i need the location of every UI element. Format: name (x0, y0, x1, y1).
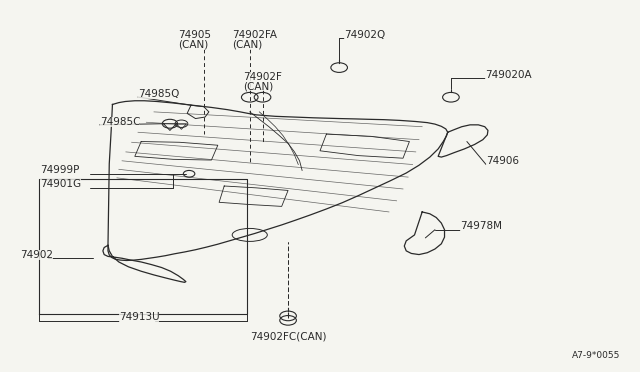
Text: 74901G: 74901G (40, 179, 81, 189)
Text: 74902: 74902 (20, 250, 53, 260)
Text: 74902FA: 74902FA (232, 30, 277, 39)
Text: 74999P: 74999P (40, 165, 79, 175)
Text: 749020A: 749020A (484, 70, 531, 80)
Text: 74902Q: 74902Q (344, 30, 385, 39)
Text: 74902F: 74902F (243, 72, 282, 82)
Text: 74913U: 74913U (119, 312, 159, 323)
Text: (CAN): (CAN) (178, 39, 209, 49)
Text: A7-9*0055: A7-9*0055 (572, 351, 620, 360)
Text: (CAN): (CAN) (232, 39, 262, 49)
Text: 74978M: 74978M (461, 221, 502, 231)
Text: 74985Q: 74985Q (138, 89, 179, 99)
Text: 74906: 74906 (486, 156, 519, 166)
Text: 74905: 74905 (178, 30, 211, 39)
Text: 74985C: 74985C (100, 118, 140, 128)
Text: 74902FC(CAN): 74902FC(CAN) (250, 332, 326, 341)
Text: (CAN): (CAN) (243, 81, 274, 92)
